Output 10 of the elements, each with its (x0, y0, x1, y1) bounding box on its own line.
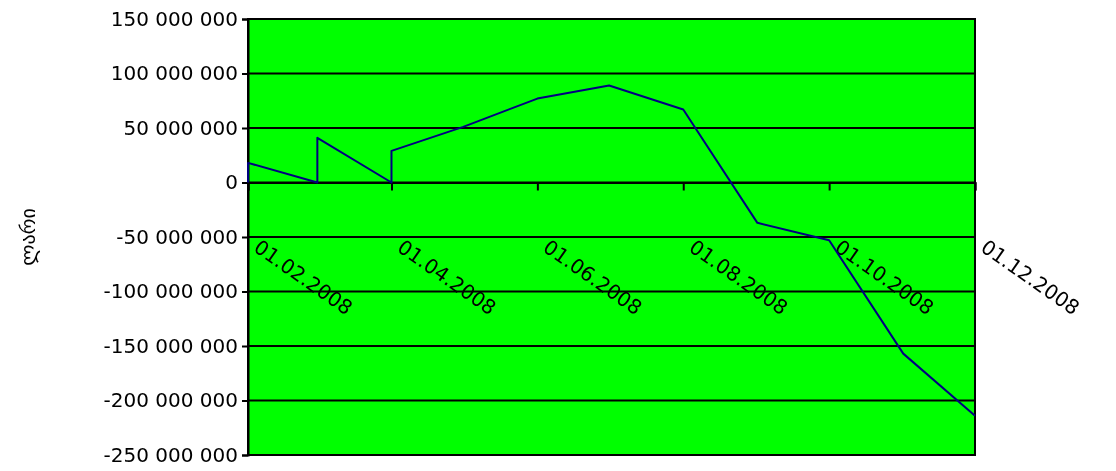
y-tick-label: -150 000 000 (103, 333, 238, 358)
y-tick-label: -200 000 000 (103, 388, 238, 413)
y-tick-label: 0 (225, 170, 238, 195)
y-tick-label: -50 000 000 (116, 224, 238, 249)
y-tick-label: 150 000 000 (110, 6, 238, 31)
y-tick-label: -250 000 000 (103, 442, 238, 467)
y-tick-label: 50 000 000 (123, 115, 238, 140)
y-tick-label: -100 000 000 (103, 279, 238, 304)
y-axis-title: ლარი (16, 208, 40, 266)
y-tick-label: 100 000 000 (110, 61, 238, 86)
